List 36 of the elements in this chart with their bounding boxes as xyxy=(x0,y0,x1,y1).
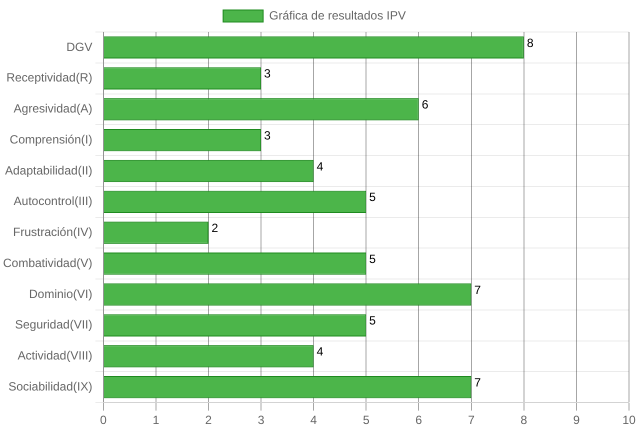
legend-label: Gráfica de resultados IPV xyxy=(269,8,406,22)
y-tick-label: Agresividad(A) xyxy=(14,102,92,116)
x-tick-label: 7 xyxy=(468,413,475,428)
y-tick-label: Sociabilidad(IX) xyxy=(8,379,92,394)
y-tick-label: Autocontrol(III) xyxy=(14,194,92,208)
y-tick-label: Receptividad(R) xyxy=(6,70,92,85)
y-tick-label: Seguridad(VII) xyxy=(14,318,92,332)
data-label: 2 xyxy=(211,221,218,236)
data-label: 5 xyxy=(369,252,376,266)
data-label: 7 xyxy=(474,282,482,297)
x-tick-label: 8 xyxy=(520,413,528,428)
data-label: 5 xyxy=(369,314,376,328)
x-tick-label: 1 xyxy=(152,413,160,428)
data-label: 5 xyxy=(369,190,376,204)
data-label: 6 xyxy=(422,98,429,112)
data-label: 4 xyxy=(316,344,324,359)
x-tick-label: 5 xyxy=(362,413,370,428)
x-tick-label: 9 xyxy=(573,413,580,428)
data-label: 3 xyxy=(264,66,272,81)
data-label: 4 xyxy=(316,159,324,174)
data-label: 8 xyxy=(526,36,534,50)
data-label: 3 xyxy=(264,128,272,142)
x-tick-label: 10 xyxy=(622,413,636,428)
y-tick-label: Frustración(IV) xyxy=(13,225,92,240)
y-tick-label: Adaptabilidad(II) xyxy=(4,163,92,178)
data-label: 7 xyxy=(474,375,482,390)
y-tick-label: Actividad(VIII) xyxy=(18,348,92,363)
y-tick-label: Comprensión(I) xyxy=(10,132,92,146)
x-tick-label: 2 xyxy=(205,413,212,428)
y-tick-label: Dominio(VI) xyxy=(29,286,92,301)
x-tick-label: 3 xyxy=(258,413,265,428)
x-tick-label: 0 xyxy=(100,413,108,428)
x-tick-label: 6 xyxy=(415,413,422,428)
x-tick-label: 4 xyxy=(310,413,318,428)
y-tick-label: Combatividad(V) xyxy=(2,256,92,270)
y-tick-label: DGV xyxy=(66,40,92,54)
